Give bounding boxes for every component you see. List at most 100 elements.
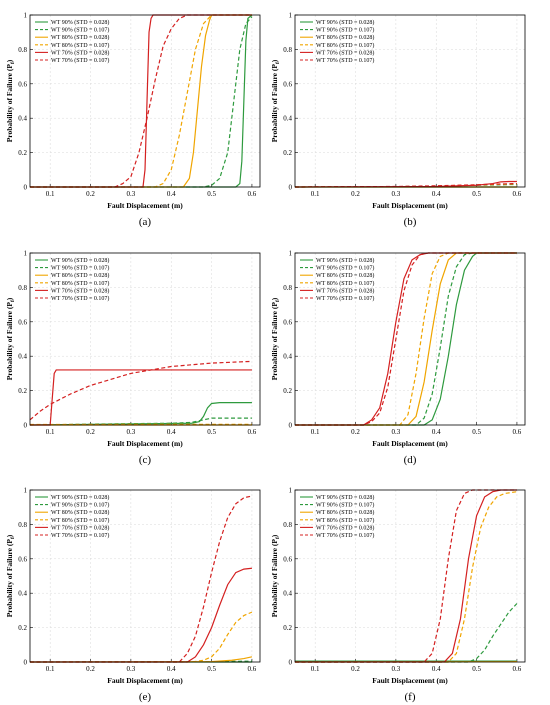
series-line bbox=[30, 14, 252, 188]
legend-label: WT 90% (STD = 0.107) bbox=[316, 502, 374, 509]
legend-label: WT 90% (STD = 0.028) bbox=[51, 257, 109, 264]
legend-label: WT 90% (STD = 0.028) bbox=[51, 19, 109, 26]
y-axis-label: Probability of Failure (Pf) bbox=[5, 59, 16, 142]
series-line bbox=[295, 252, 517, 426]
legend: WT 90% (STD = 0.028)WT 90% (STD = 0.107)… bbox=[300, 494, 374, 539]
y-tick-label: 0.4 bbox=[18, 353, 27, 361]
series-line bbox=[294, 182, 517, 188]
y-axis-label: Probability of Failure (Pf) bbox=[270, 59, 281, 142]
y-tick-label: 0.8 bbox=[283, 521, 292, 529]
x-axis-label: Fault Displacement (m) bbox=[372, 439, 448, 448]
y-tick-label: 0.6 bbox=[18, 318, 27, 326]
legend-label: WT 90% (STD = 0.107) bbox=[316, 265, 374, 272]
legend-label: WT 80% (STD = 0.107) bbox=[316, 517, 374, 524]
x-tick-label: 0.6 bbox=[513, 190, 522, 198]
x-tick-label: 0.2 bbox=[351, 190, 360, 198]
x-tick-label: 0.3 bbox=[127, 428, 136, 436]
legend-label: WT 80% (STD = 0.028) bbox=[51, 272, 109, 279]
series-line bbox=[30, 14, 252, 188]
legend-label: WT 70% (STD = 0.028) bbox=[316, 287, 374, 294]
series-line bbox=[294, 180, 517, 188]
legend-label: WT 70% (STD = 0.107) bbox=[316, 57, 374, 64]
series-line bbox=[29, 402, 252, 426]
x-tick-label: 0.2 bbox=[351, 428, 360, 436]
legend-label: WT 70% (STD = 0.028) bbox=[51, 287, 109, 294]
panel-label: (e) bbox=[139, 691, 152, 703]
legend: WT 90% (STD = 0.028)WT 90% (STD = 0.107)… bbox=[300, 257, 374, 302]
x-tick-label: 0.6 bbox=[513, 428, 522, 436]
y-axis-label-end: ) bbox=[270, 297, 279, 300]
y-tick-label: 0.4 bbox=[283, 590, 292, 598]
legend-label: WT 70% (STD = 0.107) bbox=[316, 295, 374, 302]
y-tick-label: 0.6 bbox=[283, 318, 292, 326]
y-tick-label: 0.4 bbox=[18, 115, 27, 123]
x-tick-label: 0.5 bbox=[207, 428, 216, 436]
legend-label: WT 90% (STD = 0.028) bbox=[316, 494, 374, 501]
legend-label: WT 80% (STD = 0.028) bbox=[51, 509, 109, 516]
x-tick-label: 0.3 bbox=[392, 665, 401, 673]
series-line bbox=[295, 491, 518, 663]
legend-label: WT 90% (STD = 0.028) bbox=[316, 257, 374, 264]
y-tick-label: 0.6 bbox=[18, 80, 27, 88]
series-line bbox=[30, 567, 252, 663]
plot-frame bbox=[294, 14, 526, 188]
x-tick-label: 0.1 bbox=[311, 428, 320, 436]
x-tick-label: 0.5 bbox=[472, 428, 481, 436]
x-tick-label: 0.1 bbox=[46, 190, 55, 198]
legend-label: WT 70% (STD = 0.107) bbox=[51, 295, 109, 302]
y-tick-label: 0.2 bbox=[283, 624, 292, 632]
y-tick-label: 1 bbox=[289, 487, 293, 495]
legend-label: WT 80% (STD = 0.028) bbox=[316, 509, 374, 516]
y-tick-label: 1 bbox=[24, 12, 28, 20]
y-axis-label-sub: f bbox=[10, 300, 16, 302]
plot-frame bbox=[29, 252, 261, 426]
x-tick-label: 0.2 bbox=[86, 665, 95, 673]
panel-label: (d) bbox=[404, 454, 417, 466]
y-tick-label: 0 bbox=[289, 659, 293, 667]
plot-frame bbox=[29, 489, 261, 663]
y-tick-label: 0 bbox=[24, 184, 28, 192]
legend-label: WT 90% (STD = 0.028) bbox=[316, 19, 374, 26]
legend-label: WT 80% (STD = 0.107) bbox=[316, 42, 374, 49]
legend-label: WT 70% (STD = 0.107) bbox=[51, 57, 109, 64]
y-axis-label-sub: f bbox=[275, 62, 281, 64]
panel-d: 0.1 0.2 0.3 0.4 0.5 0.6 0 0.2 0.4 0.6 0.8 1 WT 90% (… bbox=[270, 250, 526, 466]
legend: WT 90% (STD = 0.028)WT 90% (STD = 0.107)… bbox=[300, 19, 374, 64]
x-axis-label: Fault Displacement (m) bbox=[372, 676, 448, 685]
y-axis-label-main: Probability of Failure (P bbox=[270, 302, 279, 381]
y-axis-label-main: Probability of Failure (P bbox=[5, 539, 14, 618]
plot-frame bbox=[29, 14, 261, 188]
series-line bbox=[30, 16, 253, 188]
y-axis-label-end: ) bbox=[5, 297, 14, 300]
series-line bbox=[30, 14, 252, 188]
x-tick-label: 0.5 bbox=[207, 665, 216, 673]
y-tick-label: 0.4 bbox=[18, 590, 27, 598]
legend-label: WT 80% (STD = 0.107) bbox=[316, 280, 374, 287]
y-tick-label: 0.8 bbox=[283, 46, 292, 54]
series-line bbox=[295, 252, 517, 426]
legend-label: WT 70% (STD = 0.028) bbox=[51, 49, 109, 56]
y-tick-label: 0.4 bbox=[283, 115, 292, 123]
y-axis-label-main: Probability of Failure (P bbox=[5, 64, 14, 143]
panel-e: 0.1 0.2 0.3 0.4 0.5 0.6 0 0.2 0.4 0.6 0.8 1 WT 90% (… bbox=[5, 487, 261, 703]
y-axis-label: Probability of Failure (Pf) bbox=[5, 534, 16, 617]
x-tick-label: 0.5 bbox=[207, 190, 216, 198]
x-tick-label: 0.6 bbox=[248, 190, 257, 198]
legend-label: WT 70% (STD = 0.028) bbox=[316, 49, 374, 56]
y-tick-label: 0.2 bbox=[18, 387, 27, 395]
legend: WT 90% (STD = 0.028)WT 90% (STD = 0.107)… bbox=[35, 494, 109, 539]
y-tick-label: 0 bbox=[289, 184, 293, 192]
legend-label: WT 80% (STD = 0.107) bbox=[51, 280, 109, 287]
series-line bbox=[295, 489, 517, 663]
y-tick-label: 0.6 bbox=[283, 80, 292, 88]
y-axis-label-sub: f bbox=[275, 300, 281, 302]
x-tick-label: 0.3 bbox=[392, 428, 401, 436]
x-tick-label: 0.2 bbox=[86, 428, 95, 436]
y-axis-label-end: ) bbox=[270, 59, 279, 62]
legend: WT 90% (STD = 0.028)WT 90% (STD = 0.107)… bbox=[35, 257, 109, 302]
x-tick-label: 0.3 bbox=[127, 665, 136, 673]
y-tick-label: 0.8 bbox=[18, 284, 27, 292]
y-tick-label: 0.6 bbox=[283, 555, 292, 563]
x-tick-label: 0.2 bbox=[86, 190, 95, 198]
legend-label: WT 90% (STD = 0.107) bbox=[51, 265, 109, 272]
